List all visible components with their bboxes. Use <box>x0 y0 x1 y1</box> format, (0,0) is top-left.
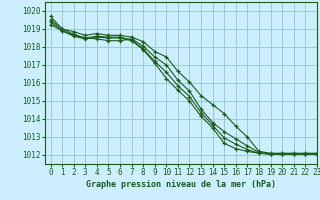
X-axis label: Graphe pression niveau de la mer (hPa): Graphe pression niveau de la mer (hPa) <box>86 180 276 189</box>
